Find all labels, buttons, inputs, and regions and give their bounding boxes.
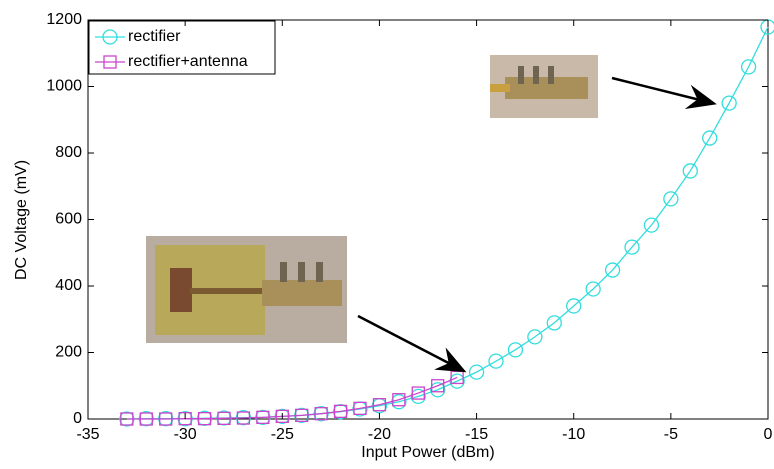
square-marker [314,407,328,421]
series-line [126,26,769,420]
square-marker [103,55,117,69]
square-marker [411,386,425,400]
plot-frame [87,19,769,420]
square-marker [256,410,270,424]
circle-marker [624,239,640,255]
legend-label: rectifier [128,28,181,45]
marks [119,19,774,427]
square-marker [392,393,406,407]
circle-marker [740,59,757,75]
y-tick-label: 400 [55,277,82,294]
photo [146,236,347,343]
square-marker [353,401,367,416]
circle-marker [604,262,621,278]
circle-marker [721,95,737,111]
x-tick-label: -20 [368,426,391,443]
x-tick-label: -30 [174,426,197,443]
square-marker [159,412,173,426]
circle-marker [663,191,679,207]
y-tick-label: 1200 [46,11,82,28]
square-marker [295,408,309,422]
square-marker [431,379,445,393]
circle-marker [488,353,504,369]
circle-marker [585,281,601,297]
square-marker [178,412,192,426]
y-tick-label: 600 [55,211,82,228]
y-tick-label: 800 [55,144,82,161]
x-tick-label: 0 [764,426,773,443]
arrow [357,314,467,373]
circle-marker [102,29,118,45]
legend-box [88,20,276,75]
legend-label: rectifier+antenna [128,53,248,70]
circle-marker [527,329,543,345]
x-tick-label: -25 [271,426,294,443]
square-marker [120,412,134,426]
x-tick-label: -10 [562,426,585,443]
square-marker [333,404,348,419]
x-tick-label: -35 [76,426,99,443]
x-tick-label: -5 [664,426,678,443]
circle-marker [430,382,446,398]
square-marker [197,412,212,426]
square-marker [217,411,231,425]
arrow [611,76,717,110]
circle-marker [643,217,660,233]
photo [490,55,598,118]
x-axis-label: Input Power (dBm) [361,444,494,461]
circle-marker [546,315,562,331]
square-marker [275,409,289,423]
square-marker [236,411,251,425]
circle-marker [566,298,582,314]
y-tick-label: 0 [73,410,82,427]
series-line [126,376,458,420]
circle-marker [468,364,485,380]
y-tick-label: 1000 [46,78,82,95]
square-marker [139,412,153,426]
circle-marker [702,130,718,146]
circle-marker [507,342,524,358]
circle-marker [410,388,426,405]
x-tick-label: -15 [465,426,488,443]
circle-marker [682,163,698,179]
y-tick-label: 200 [55,344,82,361]
y-axis-label: DC Voltage (mV) [13,160,30,280]
square-marker [372,398,387,412]
